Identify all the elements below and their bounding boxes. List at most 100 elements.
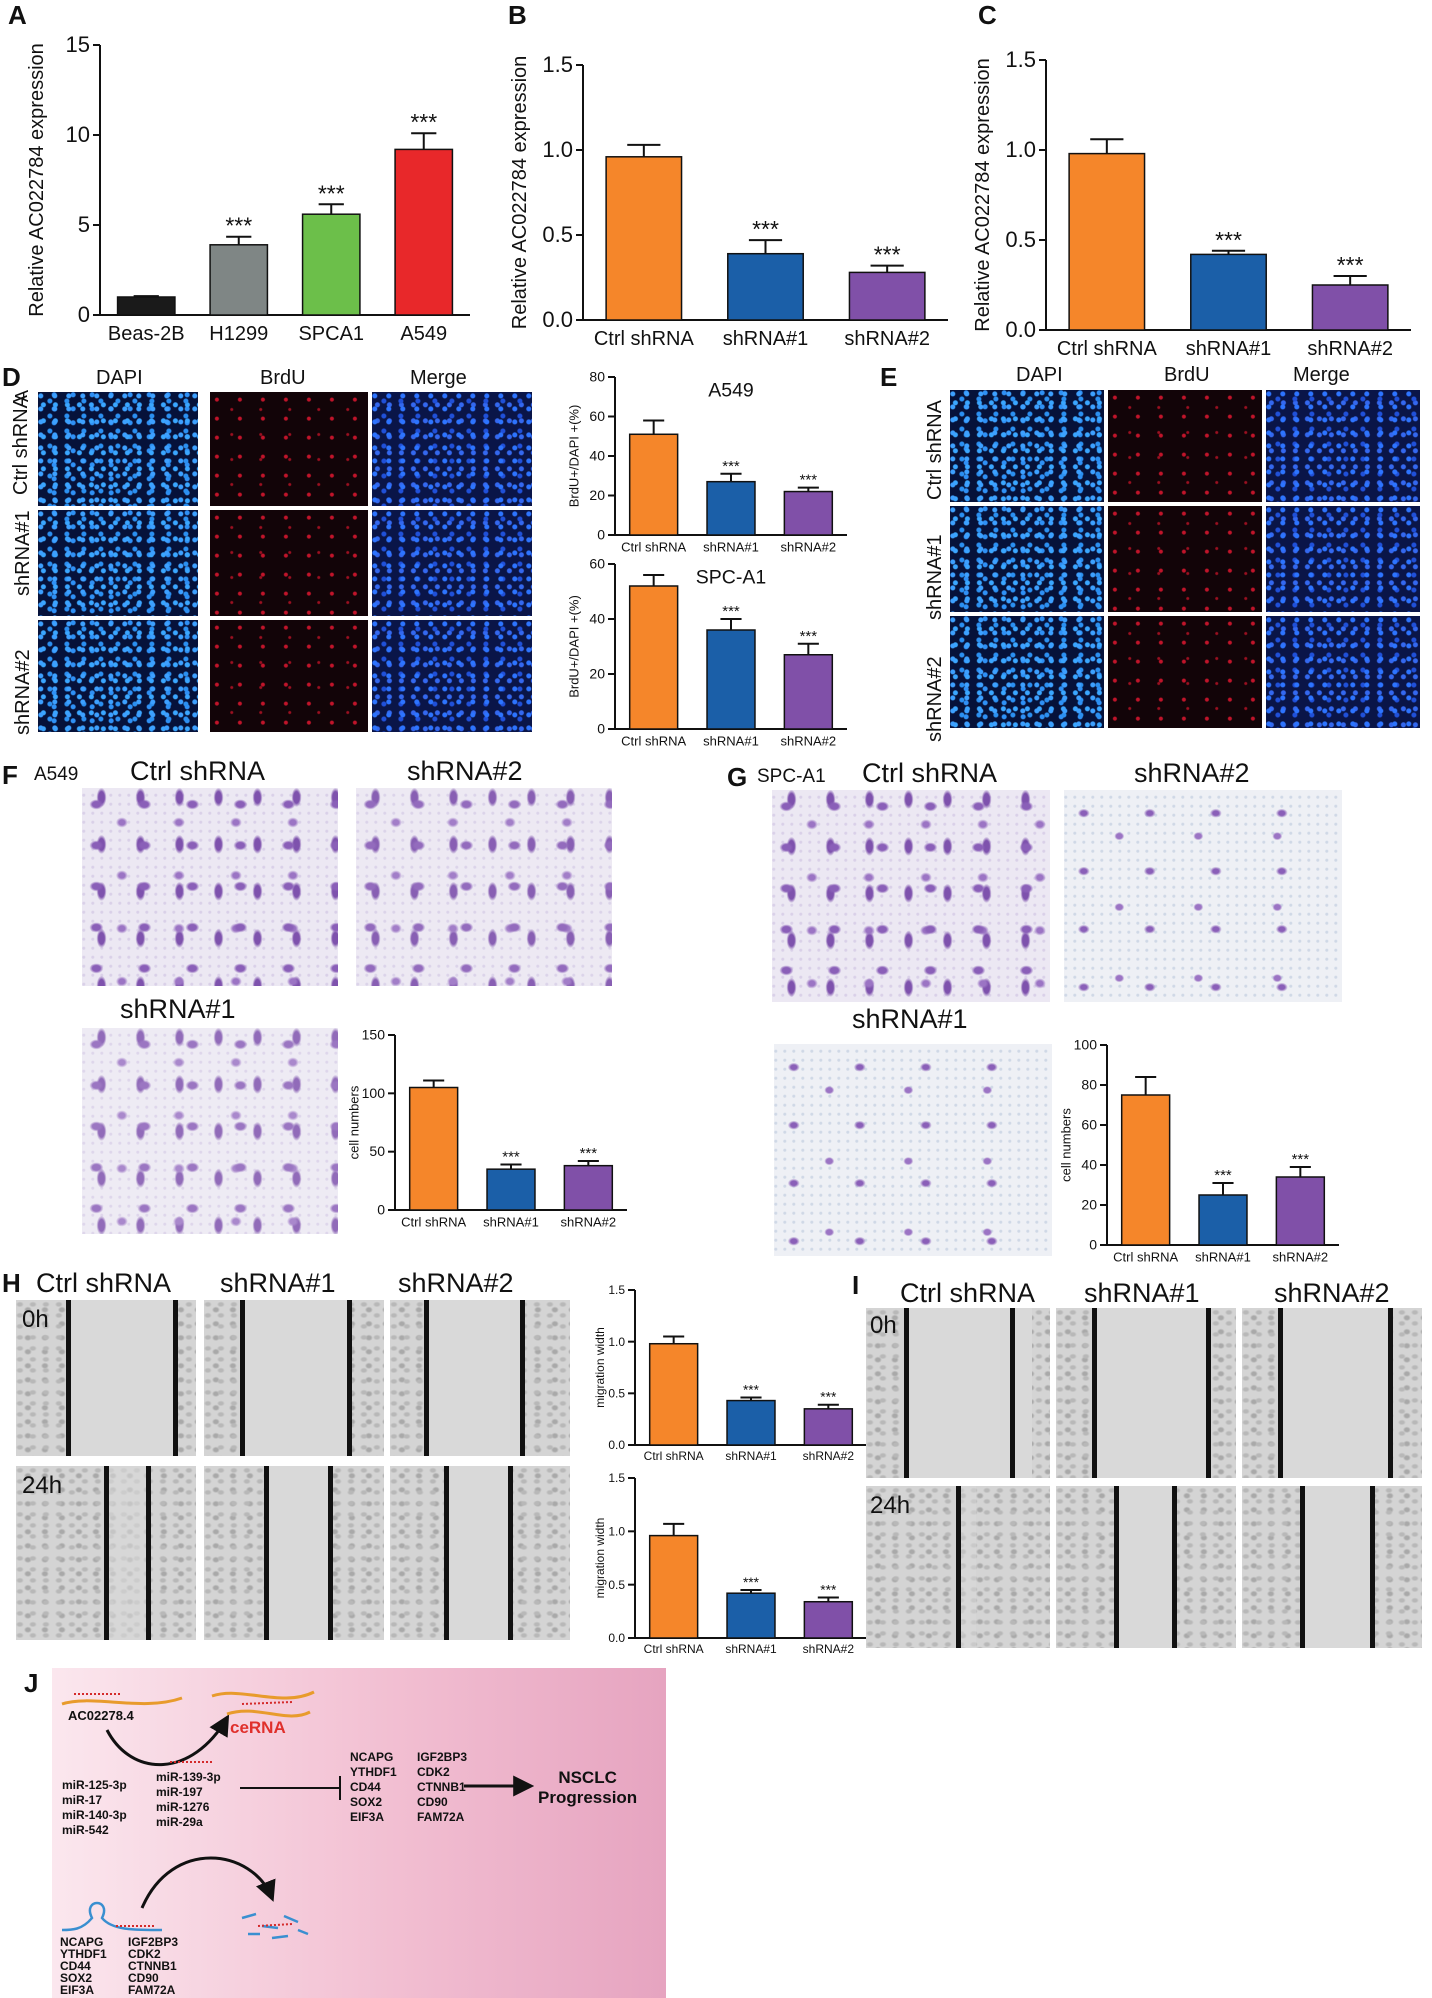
y-tick-label-g: 20 [1081,1197,1097,1213]
h-col-sh1: shRNA#1 [220,1268,336,1298]
sig-label-d2-1: *** [722,603,740,620]
category-label-h2-1: shRNA#1 [725,1642,777,1656]
f-img-ctrl [82,788,338,986]
y-tick-label-d1: 40 [589,448,605,464]
bar-a-1 [209,244,269,316]
g-img-sh2 [1064,790,1342,1002]
category-label-f-0: Ctrl shRNA [401,1214,466,1229]
i-col-ctrl: Ctrl shRNA [900,1278,1036,1308]
category-label-a-2: SPCA1 [298,323,364,345]
e-row-sh1: shRNA#1 [924,534,946,620]
f-img-sh1 [82,1028,338,1234]
bar-d2-0 [628,585,679,730]
sig-label-a-3: *** [410,109,437,135]
y-tick-label-g: 60 [1081,1117,1097,1133]
category-label-c-1: shRNA#1 [1186,338,1272,360]
panel-label-i: I [852,1270,860,1300]
i-img-ctrl-0h [866,1308,1050,1478]
g-cell-line: SPC-A1 [757,766,826,787]
panel-label-j: J [24,1668,39,1698]
g-img-ctrl [772,790,1050,1002]
d-img-sh2-merge [372,620,532,732]
category-label-f-1: shRNA#1 [483,1214,539,1229]
h-col-ctrl: Ctrl shRNA [36,1268,172,1298]
cerna-arrow [105,1714,230,1766]
chart-f: 0 50 100 150 cell numbers Ctrl shRNA *** shRNA#… [347,1027,627,1229]
y-tick-label-a: 0 [78,302,90,327]
degradation-arrow [140,1856,276,1909]
e-col-brdu: BrdU [1164,364,1210,386]
bar-g-1 [1198,1194,1248,1246]
g-img-sh1 [774,1044,1052,1256]
sig-label-f-1: *** [502,1149,520,1166]
y-tick-label-h2: 1.0 [608,1525,625,1539]
e-row-ctrl: Ctrl shRNA [924,399,946,500]
h-row-0h: 0h [22,1306,49,1333]
chart-g: 0 20 40 60 80 100 cell numbers Ctrl shRNA *** shR… [1059,1037,1339,1264]
y-tick-label-c: 1.0 [1005,137,1036,162]
y-tick-label-h2: 0.5 [608,1578,625,1592]
chart-b: 0.0 0.5 1.0 1.5 Relative AC022784 expression… [509,52,948,350]
h-img-ctrl-24h [16,1466,196,1640]
g-label-sh1: shRNA#1 [852,1004,968,1034]
y-tick-label-b: 1.0 [542,137,573,162]
bar-h2-0 [648,1534,699,1639]
sig-label-a-1: *** [225,213,252,239]
bar-c-0 [1068,152,1146,331]
sig-label-c-2: *** [1337,252,1364,278]
panel-label-f: F [2,760,18,790]
sig-label-d1-1: *** [722,458,740,475]
h-col-sh2: shRNA#2 [398,1268,514,1298]
e-img-ctrl-dapi [950,390,1104,502]
chart-d-spca1: 0 20 40 60 BrdU+/DAPI +(%) SPC-A1 Ctrl shRNA **… [567,556,847,748]
category-label-d2-0: Ctrl shRNA [621,733,686,748]
sig-label-a-2: *** [318,180,345,206]
category-label-h2-0: Ctrl shRNA [644,1642,704,1656]
category-label-f-2: shRNA#2 [561,1214,617,1229]
chart-c: 0.0 0.5 1.0 1.5 Relative AC022784 expression… [972,47,1411,360]
category-label-a-1: H1299 [209,323,268,345]
y-axis-label-h1: migration width [593,1327,607,1408]
lncrna-strand [61,1696,183,1706]
y-axis-label-c: Relative AC022784 expression [972,58,994,332]
bar-d1-0 [628,433,679,536]
e-img-ctrl-merge [1266,390,1420,502]
y-tick-label-a: 10 [66,122,90,147]
d-img-ctrl-brdu [210,392,368,506]
sig-label-b-1: *** [752,216,779,242]
bar-d2-2 [783,654,834,730]
bar-c-1 [1190,253,1267,331]
y-tick-label-f: 100 [362,1085,386,1101]
cerna-complex [211,1690,315,1718]
mrna-hairpin [61,1901,163,1932]
category-label-h1-2: shRNA#2 [803,1449,855,1463]
y-axis-label-h2: migration width [593,1518,607,1599]
i-img-ctrl-24h [866,1486,1050,1648]
mirna-list-right: miR-139-3p miR-197 miR-1276 miR-29a [156,1770,221,1829]
e-img-sh2-merge [1266,616,1420,728]
i-col-sh1: shRNA#1 [1084,1278,1200,1308]
sig-label-c-1: *** [1215,227,1242,253]
panel-label-d: D [2,362,21,392]
f-cell-line: A549 [34,764,79,785]
y-tick-label-d1: 0 [597,527,605,543]
category-label-d2-2: shRNA#2 [781,733,837,748]
y-tick-label-d1: 80 [589,369,605,385]
sig-label-d1-2: *** [800,472,818,489]
bottom-list-right: IGF2BP3 CDK2 CTNNB1 CD90 FAM72A [128,1935,179,1997]
d-row-ctrl: Ctrl shRNA [10,394,32,495]
bar-h2-2 [803,1600,854,1639]
f-label-ctrl: Ctrl shRNA [130,756,266,786]
bar-d1-2 [783,490,834,536]
panel-label-e: E [880,362,898,392]
category-label-d2-1: shRNA#1 [703,733,759,748]
d-img-sh2-brdu [210,620,368,732]
category-label-g-1: shRNA#1 [1195,1249,1251,1264]
degraded-mrna [241,1912,309,1940]
i-img-sh2-0h [1242,1308,1422,1478]
i-img-sh1-0h [1056,1308,1236,1478]
schematic-drawing [61,1690,535,1940]
h-img-sh2-24h [390,1466,570,1640]
i-img-sh1-24h [1056,1486,1236,1648]
d-img-ctrl-merge [372,392,532,506]
